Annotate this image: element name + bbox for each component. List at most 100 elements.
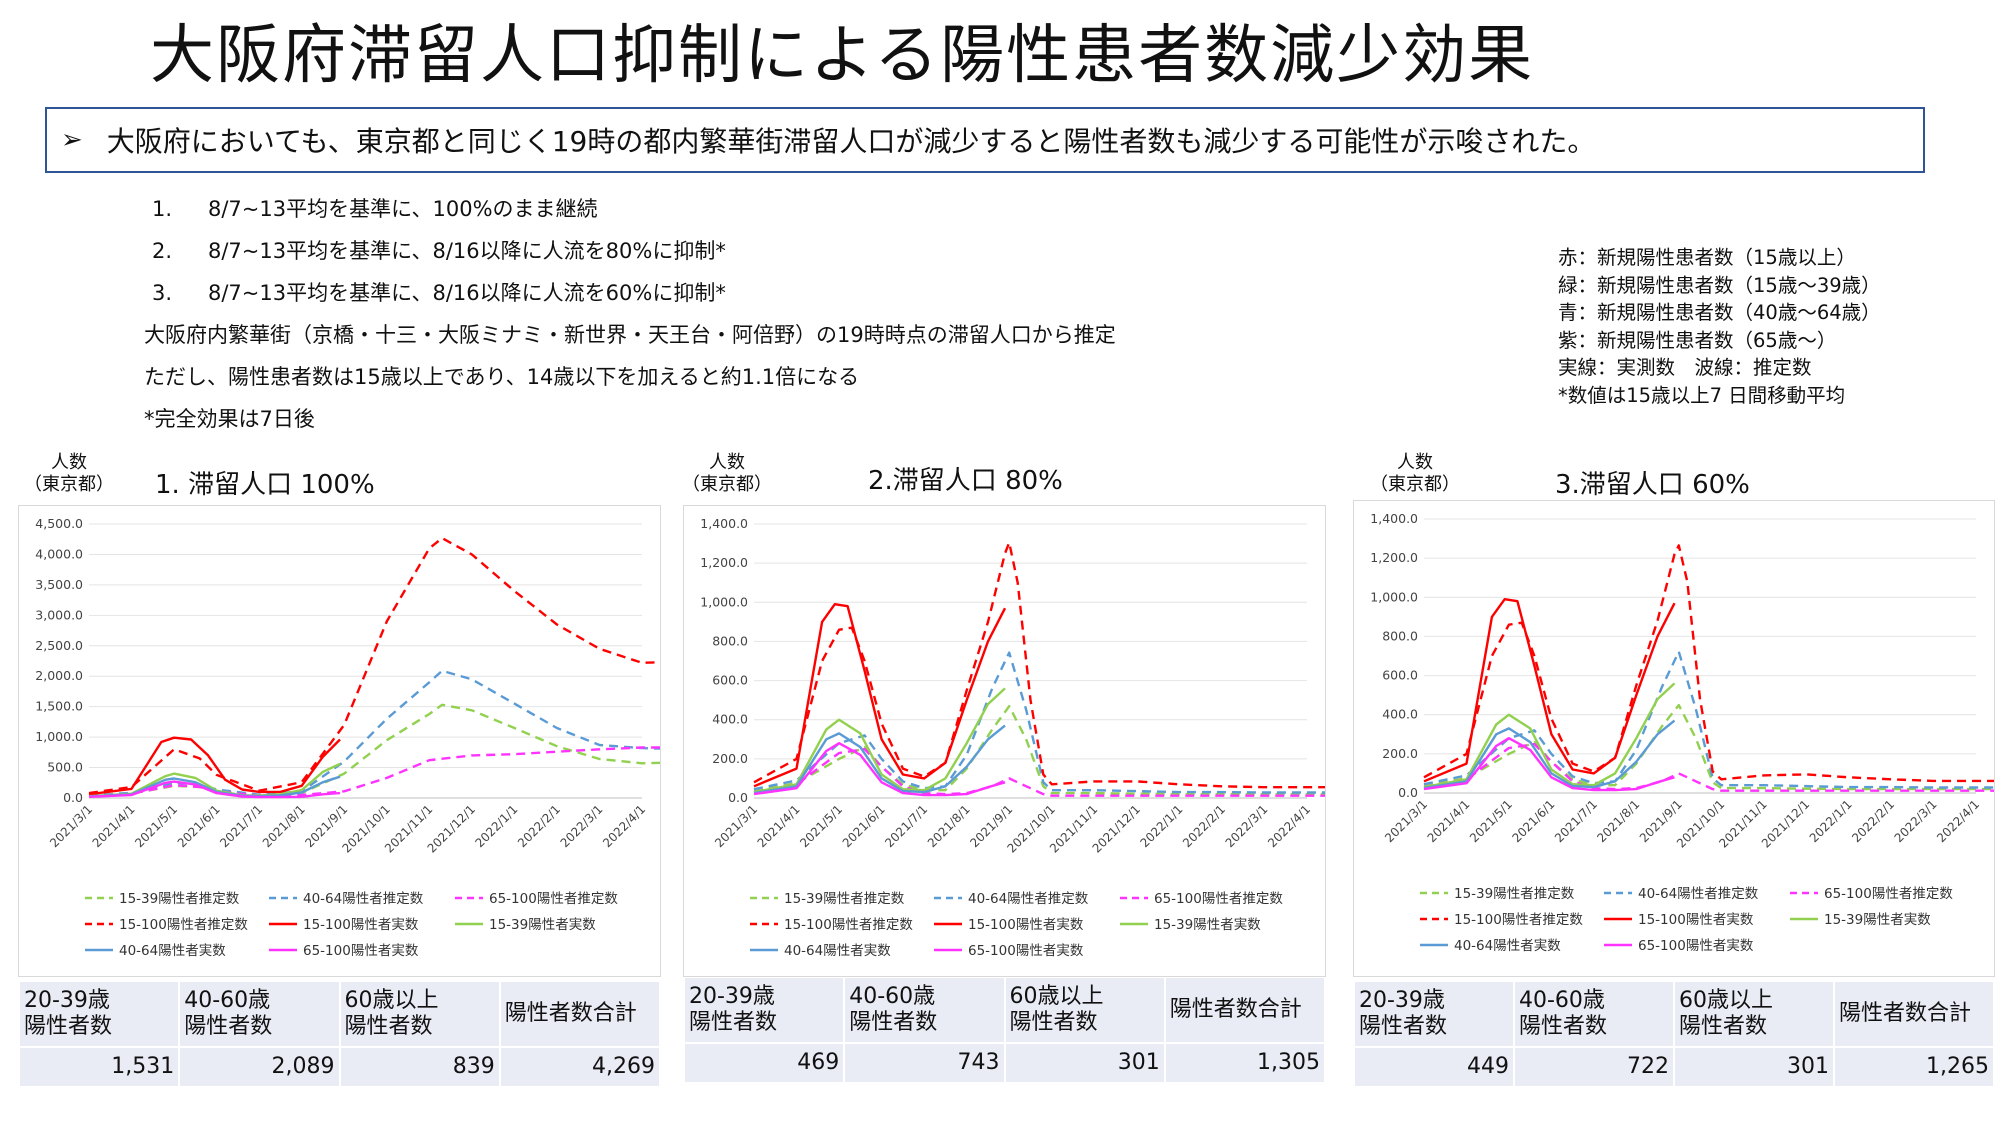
series-line — [753, 651, 1325, 794]
x-tick-label: 2021/6/1 — [175, 802, 223, 850]
series-line — [88, 536, 660, 795]
legend-label: 65-100陽性者推定数 — [489, 891, 618, 907]
x-tick-label: 2022/2/1 — [515, 802, 563, 850]
series-line — [753, 687, 1006, 794]
x-tick-label: 2022/3/1 — [1223, 802, 1271, 850]
series-line — [88, 736, 341, 796]
chart-panel-1: 0.0 500.0 1,000.0 1,500.0 2,000.0 2,500.0 3,00… — [18, 505, 661, 977]
y-tick-label: 1,400.0 — [1370, 511, 1418, 526]
legend-label: 15-100陽性者実数 — [968, 917, 1084, 933]
table-cell: 1,265 — [1835, 1048, 1993, 1086]
legend-label: 15-39陽性者実数 — [1154, 917, 1261, 933]
legend-label: 40-64陽性者推定数 — [1638, 886, 1759, 902]
x-tick-label: 2021/7/1 — [217, 802, 265, 850]
table-cell: 722 — [1515, 1048, 1673, 1086]
series-line — [753, 541, 1325, 789]
series-line — [753, 742, 1006, 797]
y-tick-label: 0.0 — [63, 790, 83, 805]
note-line: 1. 8/7~13平均を基準に、100%のまま継続 — [152, 197, 598, 221]
series-line — [753, 603, 1007, 788]
legend-label: 15-100陽性者推定数 — [784, 917, 913, 933]
table-cell: 2,089 — [180, 1048, 339, 1086]
legend-label: 15-39陽性者実数 — [489, 917, 596, 933]
y-tick-label: 3,000.0 — [35, 607, 83, 622]
legend-label: 65-100陽性者実数 — [303, 943, 419, 959]
table-cell: 839 — [340, 1048, 499, 1086]
table-cell: 743 — [845, 1044, 1004, 1082]
y-tick-label: 1,200.0 — [700, 555, 748, 570]
x-tick-label: 2021/4/1 — [90, 802, 138, 850]
series-line — [1423, 682, 1676, 789]
y-tick-label: 200.0 — [712, 751, 748, 766]
note-line: 2. 8/7~13平均を基準に、8/16以降に人流を80%に抑制* — [152, 239, 726, 263]
x-tick-label: 2021/3/1 — [1382, 797, 1430, 845]
x-tick-label: 2022/4/1 — [600, 802, 648, 850]
y-tick-label: 600.0 — [1382, 668, 1418, 683]
summary-box: ➢ 大阪府においても、東京都と同じく19時の都内繁華街滞留人口が減少すると陽性者… — [45, 107, 1925, 173]
table-cell: 1,305 — [1165, 1044, 1324, 1082]
x-tick-label: 2022/1/1 — [472, 802, 520, 850]
y-tick-label: 1,000.0 — [1370, 589, 1418, 604]
x-tick-label: 2022/1/1 — [1807, 797, 1855, 845]
series-line — [1423, 544, 1994, 783]
table-header: 40-60歳 陽性者数 — [1515, 982, 1673, 1046]
x-tick-label: 2021/4/1 — [755, 802, 803, 850]
legend-label: 40-64陽性者実数 — [119, 943, 226, 959]
table-header: 20-39歳 陽性者数 — [20, 982, 179, 1046]
table-cell: 301 — [1005, 1044, 1164, 1082]
color-note: 紫：新規陽性患者数（65歳～） — [1558, 328, 1837, 352]
table-header: 60歳以上 陽性者数 — [1675, 982, 1833, 1046]
page-title: 大阪府滞留人口抑制による陽性患者数減少効果 — [150, 19, 1535, 93]
series-line — [1423, 742, 1994, 792]
x-tick-label: 2022/3/1 — [1892, 797, 1940, 845]
table-header: 60歳以上 陽性者数 — [1005, 978, 1164, 1042]
legend-label: 40-64陽性者実数 — [784, 943, 891, 959]
y-unit-label: 人数 （東京都） — [1370, 452, 1460, 495]
x-tick-label: 2022/2/1 — [1180, 802, 1228, 850]
x-tick-label: 2022/4/1 — [1265, 802, 1313, 850]
y-tick-label: 400.0 — [1382, 707, 1418, 722]
line-chart-svg: 0.0 200.0 400.0 600.0 800.0 1,000.0 1,200.0 1,4… — [1370, 511, 1994, 954]
legend-label: 15-100陽性者実数 — [303, 917, 419, 933]
note-line: *完全効果は7日後 — [144, 407, 315, 431]
x-tick-label: 2021/5/1 — [132, 802, 180, 850]
x-tick-label: 2021/8/1 — [260, 802, 308, 850]
table-cell: 1,531 — [20, 1048, 179, 1086]
x-tick-label: 2021/7/1 — [1552, 797, 1600, 845]
table-header: 陽性者数合計 — [1835, 982, 1993, 1046]
legend-label: 65-100陽性者推定数 — [1824, 886, 1953, 902]
series-line — [88, 703, 660, 797]
y-tick-label: 1,400.0 — [700, 516, 748, 531]
table-cell: 469 — [685, 1044, 844, 1082]
y-unit-label: 人数 （東京都） — [682, 452, 772, 495]
x-tick-label: 2021/3/1 — [47, 802, 95, 850]
legend-label: 15-39陽性者実数 — [1824, 912, 1931, 928]
series-line — [1423, 598, 1676, 783]
y-tick-label: 1,500.0 — [35, 699, 83, 714]
y-tick-label: 800.0 — [1382, 628, 1418, 643]
y-tick-label: 1,000.0 — [700, 594, 748, 609]
table-header: 陽性者数合計 — [500, 982, 659, 1046]
color-note: *数値は15歳以上7 日間移動平均 — [1558, 383, 1846, 407]
line-chart-svg: 0.0 500.0 1,000.0 1,500.0 2,000.0 2,500.0 3,00… — [35, 516, 660, 959]
note-line: 大阪府内繁華街（京橋・十三・大阪ミナミ・新世界・天王台・阿倍野）の19時時点の滞… — [144, 323, 1116, 347]
color-note: 赤：新規陽性患者数（15歳以上） — [1558, 246, 1856, 269]
legend-label: 15-39陽性者推定数 — [1454, 886, 1575, 902]
panel-title: 3.滞留人口 60% — [1555, 470, 1750, 500]
color-note: 緑：新規陽性患者数（15歳～39歳） — [1558, 273, 1881, 297]
panel-title: 1. 滞留人口 100% — [155, 470, 375, 500]
chart-panel-3: 0.0 200.0 400.0 600.0 800.0 1,000.0 1,200.0 1,4… — [1353, 500, 1995, 977]
stats-table-2: 20-39歳 陽性者数 40-60歳 陽性者数 60歳以上 陽性者数 陽性者数合… — [683, 976, 1326, 1084]
series-line — [753, 724, 1006, 795]
y-tick-label: 2,000.0 — [35, 668, 83, 683]
x-tick-label: 2021/8/1 — [1594, 797, 1642, 845]
series-line — [1423, 650, 1994, 789]
y-tick-label: 200.0 — [1382, 746, 1418, 761]
note-line: ただし、陽性患者数は15歳以上であり、14歳以下を加えると約1.1倍になる — [144, 365, 860, 389]
legend-label: 15-100陽性者実数 — [1638, 912, 1754, 928]
table-cell: 4,269 — [500, 1048, 659, 1086]
color-note: 青：新規陽性患者数（40歳～64歳） — [1558, 301, 1881, 324]
legend-label: 15-39陽性者推定数 — [119, 891, 240, 907]
series-line — [88, 780, 341, 799]
y-tick-label: 500.0 — [47, 760, 83, 775]
